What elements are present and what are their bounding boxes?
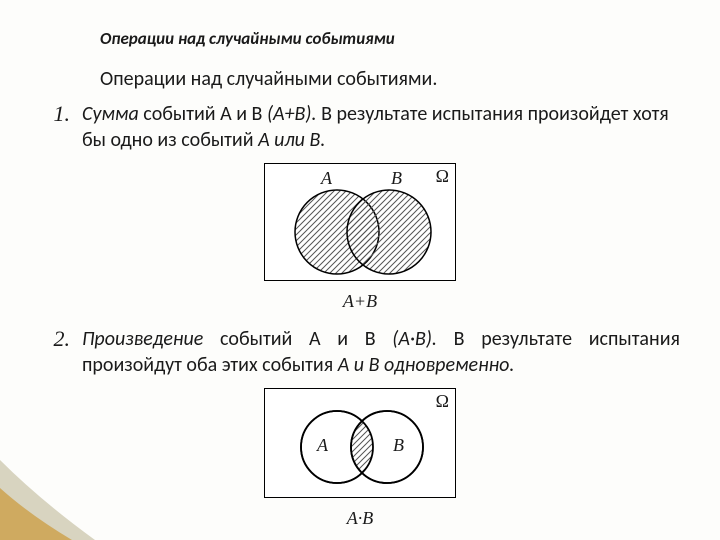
- text-fragment: A и B одновременно.: [338, 353, 515, 377]
- item-2-text: Произведение событий A и B (A·B). В резу…: [82, 326, 680, 378]
- text-fragment: A или B.: [258, 128, 325, 152]
- label-b: B: [391, 168, 402, 189]
- notation: (A·B).: [392, 327, 437, 351]
- item-number: 2.: [40, 326, 70, 352]
- text-fragment: событий A и B: [203, 327, 392, 351]
- diagram-intersection: A B Ω: [264, 388, 456, 498]
- label-a: A: [317, 435, 328, 456]
- list-item-1: 1. Сумма событий A и B (A+B). В результа…: [40, 101, 680, 153]
- term-product: Произведение: [82, 327, 203, 351]
- item-number: 1.: [40, 101, 70, 127]
- text-fragment: событий A и B: [139, 102, 267, 126]
- label-b: B: [393, 435, 404, 456]
- label-omega: Ω: [436, 166, 449, 187]
- list-item-2: 2. Произведение событий A и B (A·B). В р…: [40, 326, 680, 378]
- page-header: Операции над случайными событиями: [100, 28, 680, 49]
- term-sum: Сумма: [82, 102, 139, 126]
- diagram-intersection-caption: A·B: [40, 508, 680, 529]
- notation: (A+B).: [267, 102, 317, 126]
- item-1-text: Сумма событий A и B (A+B). В результате …: [82, 101, 680, 153]
- diagram-union-caption: A+B: [40, 291, 680, 312]
- label-omega: Ω: [436, 391, 449, 412]
- label-a: A: [321, 168, 332, 189]
- diagram-union: A B Ω: [264, 163, 456, 281]
- diagram-union-wrap: A B Ω A+B: [40, 163, 680, 312]
- page-subtitle: Операции над случайными событиями.: [100, 67, 680, 91]
- diagram-intersection-wrap: A B Ω A·B: [40, 388, 680, 529]
